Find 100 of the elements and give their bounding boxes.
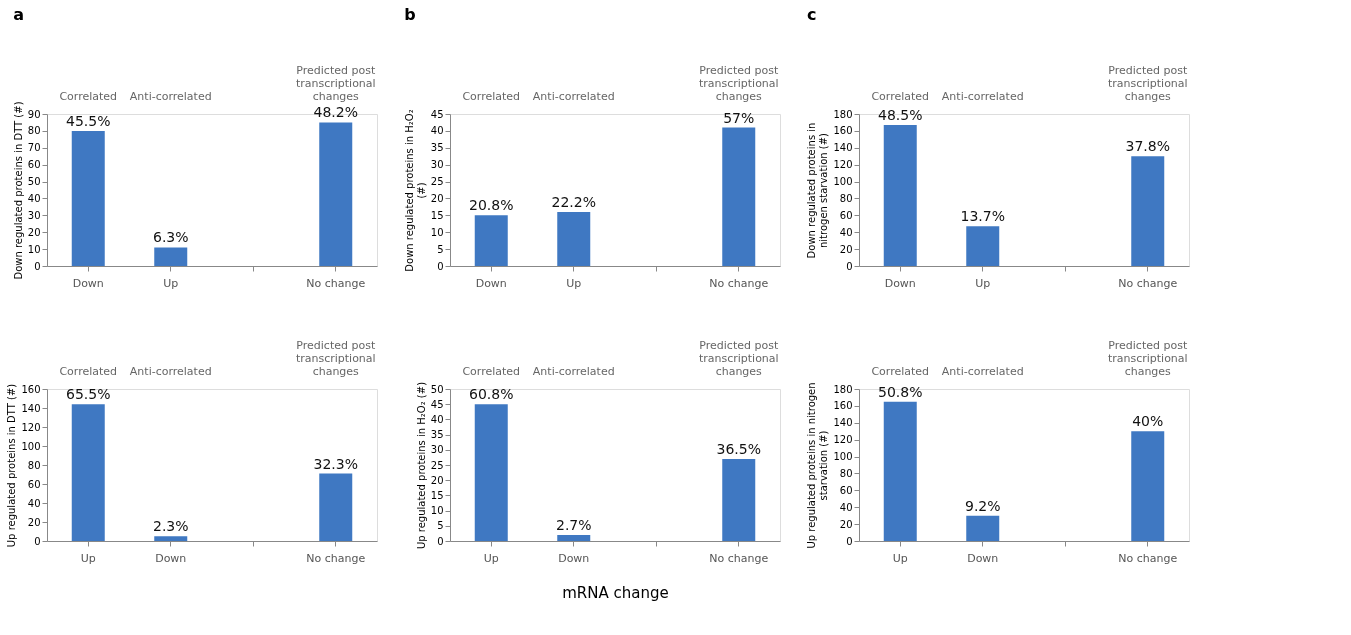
annotation: 50.8% <box>878 383 923 400</box>
y-tick-label: 35 <box>430 429 444 441</box>
text: Anti-correlated <box>129 90 212 103</box>
bar <box>71 130 105 266</box>
text: Correlated <box>462 90 521 103</box>
y-tick-label: 60 <box>839 484 853 496</box>
y-tick-label: 140 <box>833 142 853 154</box>
y-tick-label: 40 <box>27 497 41 509</box>
annotation: 36.5% <box>716 440 761 457</box>
y-tick-label: 10 <box>430 226 444 238</box>
bar <box>883 124 917 266</box>
bar <box>722 458 756 541</box>
text: Correlated <box>462 365 521 378</box>
y-tick-label: 40 <box>430 413 444 425</box>
y-tick-label: 10 <box>430 505 444 517</box>
y-tick-label: 80 <box>839 467 853 479</box>
text: Predicted post transcriptional changes <box>698 339 779 378</box>
y-tick-label: 120 <box>833 434 853 446</box>
y-tick-label: 60 <box>839 209 853 221</box>
y-tick-label: 25 <box>430 459 444 471</box>
annotation: 13.7% <box>960 208 1005 225</box>
annotation: 2.7% <box>555 516 592 533</box>
y-tick-label: 45 <box>430 108 444 120</box>
y-tick-label: 60 <box>27 159 41 171</box>
y-axis-title: Down regulated proteins in DTT (#) <box>12 101 24 280</box>
y-tick-label: 35 <box>430 142 444 154</box>
x-tick-label: Up <box>975 276 991 290</box>
y-axis-title: Down regulated proteins in nitrogen starvation (#) <box>806 122 830 259</box>
annotation: 48.5% <box>878 106 923 123</box>
annotation: 40% <box>1132 413 1164 430</box>
y-tick-label: 100 <box>833 176 853 188</box>
bar <box>1131 156 1165 266</box>
y-axis-title: Up regulated proteins in DTT (#) <box>6 383 18 548</box>
chart-title: c <box>806 5 817 24</box>
y-tick-label: 180 <box>833 108 853 120</box>
annotation: 6.3% <box>152 229 189 246</box>
text: Predicted post transcriptional changes <box>1107 339 1188 378</box>
x-tick-label: No change <box>1118 276 1178 290</box>
y-axis-title: Up regulated proteins in H₂O₂ (#) <box>415 381 427 550</box>
x-tick-label: Down <box>155 551 187 565</box>
text: Predicted post transcriptional changes <box>1107 64 1188 103</box>
bar <box>557 534 591 541</box>
y-tick-label: 60 <box>27 478 41 490</box>
y-tick-label: 0 <box>34 535 41 547</box>
y-tick-label: 140 <box>833 417 853 429</box>
text: Predicted post transcriptional changes <box>295 339 376 378</box>
y-tick-label: 0 <box>437 535 444 547</box>
y-tick-label: 20 <box>27 226 41 238</box>
y-tick-label: 140 <box>21 402 41 414</box>
y-tick-label: 50 <box>27 176 41 188</box>
text: Correlated <box>871 365 930 378</box>
bar <box>154 536 188 541</box>
y-tick-label: 90 <box>27 108 41 120</box>
annotation: 57% <box>723 109 755 126</box>
y-tick-label: 30 <box>430 159 444 171</box>
chart-title: b <box>404 5 416 24</box>
x-tick-label: No change <box>709 551 769 565</box>
chart-title: a <box>13 5 25 24</box>
text: Anti-correlated <box>532 90 615 103</box>
annotation: 37.8% <box>1125 138 1170 155</box>
bar <box>722 127 756 266</box>
bar <box>557 211 591 266</box>
y-tick-label: 0 <box>846 535 853 547</box>
y-tick-label: 50 <box>430 383 444 395</box>
y-tick-label: 100 <box>21 440 41 452</box>
x-tick-label: Down <box>884 276 916 290</box>
bar <box>966 515 1000 541</box>
y-axis-title: Up regulated proteins in nitrogen starvation (#) <box>806 382 830 549</box>
y-tick-label: 80 <box>839 192 853 204</box>
annotation: 22.2% <box>551 193 596 210</box>
annotation: 2.3% <box>152 518 189 535</box>
annotation: 20.8% <box>469 197 514 214</box>
bar <box>1131 431 1165 541</box>
y-tick-label: 5 <box>437 520 444 532</box>
bar <box>319 473 353 541</box>
bar <box>71 404 105 541</box>
y-tick-label: 15 <box>430 489 444 501</box>
y-tick-label: 10 <box>27 243 41 255</box>
annotation: 45.5% <box>66 112 111 129</box>
y-tick-label: 15 <box>430 209 444 221</box>
y-tick-label: 0 <box>34 260 41 272</box>
x-tick-label: No change <box>306 276 366 290</box>
y-tick-label: 5 <box>437 243 444 255</box>
y-tick-label: 180 <box>833 383 853 395</box>
annotation: 32.3% <box>313 455 358 472</box>
text: Anti-correlated <box>941 365 1024 378</box>
annotation: 60.8% <box>469 386 514 403</box>
bar <box>474 404 508 541</box>
y-tick-label: 120 <box>21 421 41 433</box>
x-tick-label: Up <box>892 551 908 565</box>
text: Anti-correlated <box>129 365 212 378</box>
y-tick-label: 80 <box>27 125 41 137</box>
x-tick-label: Down <box>475 276 507 290</box>
x-tick-label: Down <box>967 551 999 565</box>
y-tick-label: 20 <box>430 192 444 204</box>
y-tick-label: 40 <box>27 192 41 204</box>
y-tick-label: 40 <box>839 501 853 513</box>
y-tick-label: 160 <box>833 125 853 137</box>
y-tick-label: 100 <box>833 451 853 463</box>
bar <box>319 122 353 266</box>
